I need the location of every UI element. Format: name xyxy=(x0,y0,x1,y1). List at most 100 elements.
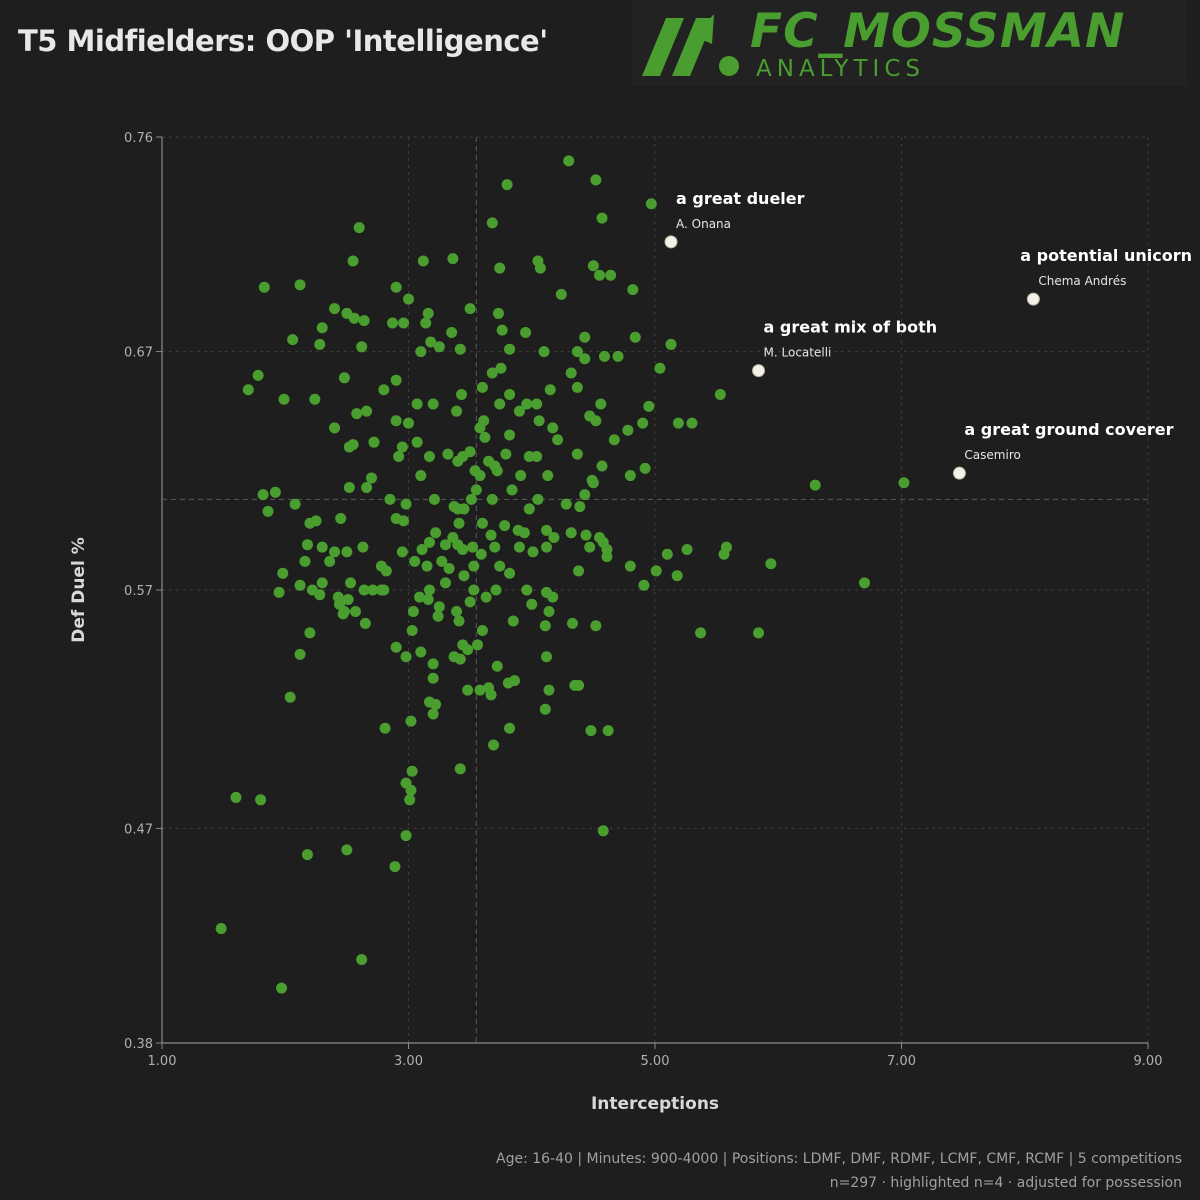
data-point xyxy=(356,341,368,353)
data-point xyxy=(521,398,533,410)
data-point xyxy=(347,255,359,267)
data-point xyxy=(423,536,435,548)
data-point xyxy=(485,689,497,701)
data-point xyxy=(338,372,350,384)
annotation-label: a great ground coverer xyxy=(964,420,1173,439)
data-point xyxy=(405,784,417,796)
data-point xyxy=(299,555,311,567)
data-point xyxy=(287,334,299,346)
data-point xyxy=(404,794,416,806)
data-point xyxy=(342,594,354,606)
data-point xyxy=(544,384,556,396)
data-point xyxy=(491,465,503,477)
footer-notes: n=297 · highlighted n=4 · adjusted for p… xyxy=(829,1175,1182,1191)
data-point xyxy=(465,493,477,505)
data-point xyxy=(765,558,777,570)
data-point xyxy=(479,431,491,443)
data-point xyxy=(396,546,408,558)
data-point xyxy=(547,591,559,603)
data-point xyxy=(601,551,613,563)
data-point xyxy=(541,524,553,536)
data-point xyxy=(436,555,448,567)
data-point xyxy=(337,608,349,620)
data-point xyxy=(242,384,254,396)
data-point xyxy=(552,434,564,446)
data-point xyxy=(389,861,401,873)
data-point xyxy=(451,405,463,417)
data-point xyxy=(587,260,599,272)
data-point xyxy=(439,539,451,551)
data-point xyxy=(468,560,480,572)
data-point xyxy=(316,577,328,589)
data-point xyxy=(474,470,486,482)
data-point xyxy=(257,489,269,501)
data-point xyxy=(573,565,585,577)
player-label: Chema Andrés xyxy=(1038,274,1126,288)
data-point xyxy=(447,253,459,265)
data-point xyxy=(489,541,501,553)
data-point xyxy=(430,698,442,710)
chart-title: T5 Midfielders: OOP 'Intelligence' xyxy=(18,24,548,58)
data-point xyxy=(467,541,479,553)
data-point xyxy=(464,596,476,608)
data-point xyxy=(316,541,328,553)
data-point xyxy=(480,591,492,603)
data-point xyxy=(400,830,412,842)
data-point xyxy=(531,398,543,410)
player-label: A. Onana xyxy=(676,217,731,231)
data-point xyxy=(345,577,357,589)
data-point xyxy=(515,470,527,482)
data-point xyxy=(304,627,316,639)
data-point xyxy=(629,331,641,343)
data-point xyxy=(294,279,306,291)
data-point xyxy=(378,584,390,596)
data-point xyxy=(301,539,313,551)
data-point xyxy=(571,381,583,393)
data-point xyxy=(637,417,649,429)
data-point xyxy=(539,620,551,632)
data-point xyxy=(639,462,651,474)
data-point xyxy=(405,715,417,727)
data-point xyxy=(427,672,439,684)
data-point xyxy=(423,584,435,596)
data-point xyxy=(596,212,608,224)
data-point xyxy=(453,517,465,529)
data-point xyxy=(504,343,516,355)
data-point xyxy=(455,388,467,400)
data-point xyxy=(443,563,455,575)
x-tick-label: 9.00 xyxy=(1134,1054,1163,1069)
data-point xyxy=(579,353,591,365)
data-point xyxy=(378,384,390,396)
data-point xyxy=(585,725,597,737)
data-point xyxy=(539,703,551,715)
data-point xyxy=(415,470,427,482)
data-point xyxy=(316,322,328,334)
data-point xyxy=(502,677,514,689)
data-point xyxy=(627,284,639,296)
data-point xyxy=(714,388,726,400)
data-point xyxy=(329,546,341,558)
data-point xyxy=(665,338,677,350)
y-tick-label: 0.76 xyxy=(124,131,153,146)
data-point xyxy=(569,679,581,691)
data-point xyxy=(462,644,474,656)
data-point xyxy=(543,684,555,696)
data-point xyxy=(470,484,482,496)
data-point xyxy=(457,450,469,462)
data-point xyxy=(645,198,657,210)
y-tick-label: 0.67 xyxy=(124,346,153,361)
data-point xyxy=(343,441,355,453)
data-point xyxy=(427,658,439,670)
data-point xyxy=(351,408,363,420)
data-point xyxy=(278,393,290,405)
data-point xyxy=(638,579,650,591)
data-point xyxy=(414,591,426,603)
data-point xyxy=(400,498,412,510)
data-point xyxy=(671,570,683,582)
data-point xyxy=(273,586,285,598)
data-point xyxy=(602,725,614,737)
data-point xyxy=(513,405,525,417)
player-label: Casemiro xyxy=(964,448,1020,462)
highlighted-point xyxy=(1026,292,1040,306)
x-tick-label: 3.00 xyxy=(394,1054,423,1069)
